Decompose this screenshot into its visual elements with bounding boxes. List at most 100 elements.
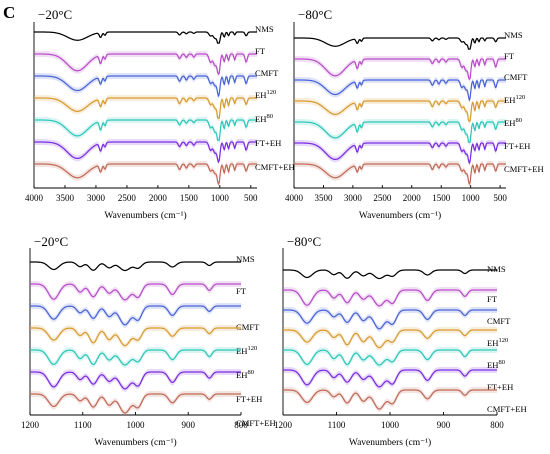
series-label: EH80 [255,113,273,124]
chart-panel-3: −20°C 1200 1100 1000 900 800 Wavenumbers (cm⁻¹… [21,234,276,448]
x-tick-label: 800 [490,420,504,430]
series-label: CMFT [255,68,279,78]
chart-panel-1: −20°C 4000 3500 3000 2500 2000 1500 1000 500 Wave… [25,7,295,221]
series-error-band [30,391,241,417]
series-line-cmft [294,79,506,101]
series-error-band [34,95,257,122]
x-tick-label: 900 [182,420,196,430]
series-line-cmft-eh [294,163,506,185]
series-label: NMS [255,24,274,34]
series-line-nms [283,269,497,280]
series-error-band [34,139,257,166]
series-label: EH120 [504,94,525,105]
series-label: EH120 [236,345,257,356]
series-line-ft [294,58,506,80]
x-tick-label: 900 [437,420,451,430]
series-label: CMFT [504,72,528,82]
series-error-band [294,56,506,83]
series-label: EH80 [236,369,254,380]
series-label: FT [255,46,266,56]
series-error-band [34,73,257,100]
x-tick-label: 1200 [21,420,40,430]
series-label: CMFT+EH [504,164,544,174]
series-error-band [283,367,497,390]
series-line-eh80 [30,349,241,366]
series-label: FT+EH [236,394,262,404]
series-error-band [294,161,506,188]
series-line-ft [30,283,241,301]
x-tick-label: 3500 [314,193,333,203]
x-axis-label: Wavenumbers (cm⁻¹) [104,210,186,221]
x-tick-label: 2500 [118,193,137,203]
series-line-eh120 [294,100,506,122]
series-error-band [283,327,497,351]
x-tick-label: 500 [493,193,507,203]
series-label: CMFT+EH [236,418,276,428]
x-tick-label: 1100 [328,420,346,430]
series-label: CMFT [236,322,260,332]
series-line-nms [34,31,257,44]
series-line-eh120 [34,97,257,119]
series-label: EH120 [487,337,508,348]
series-line-ft [283,289,497,307]
chart-panel-4: −80°C 1200 1100 1000 900 800 Wavenumbers (cm⁻¹… [274,234,527,448]
x-tick-label: 1500 [180,193,199,203]
series-label: NMS [236,254,255,264]
series-error-band [34,51,257,78]
series-error-band [294,119,506,146]
series-label: FT [236,286,247,296]
chart-title: −80°C [298,7,332,22]
series-line-cmft-eh [34,163,257,185]
x-tick-label: 1200 [274,420,293,430]
x-tick-label: 4000 [285,193,304,203]
x-tick-label: 4000 [25,193,44,203]
x-tick-label: 3500 [56,193,75,203]
series-line-eh80 [294,121,506,143]
x-tick-label: 2000 [149,193,168,203]
series-error-band [294,140,506,167]
series-line-eh120 [283,329,497,349]
series-error-band [30,369,241,392]
series-label: FT+EH [255,138,281,148]
x-tick-label: 1000 [127,420,146,430]
x-axis-label: Wavenumbers (cm⁻¹) [349,437,431,448]
x-tick-label: 1100 [74,420,92,430]
x-tick-label: 1000 [381,420,400,430]
x-tick-label: 1500 [432,193,451,203]
series-label: NMS [504,30,523,40]
x-axis-label: Wavenumbers (cm⁻¹) [94,437,176,448]
series-label: CMFT+EH [487,404,527,414]
series-line-eh80 [34,119,257,141]
series-label: FT+EH [487,382,513,392]
x-tick-label: 2000 [403,193,422,203]
series-line-cmft-eh [30,393,241,414]
x-tick-label: 2500 [373,193,392,203]
series-label: CMFT [487,316,511,326]
series-error-band [30,325,241,349]
series-label: EH80 [487,359,505,370]
series-line-cmft [283,309,497,330]
series-error-band [283,287,497,309]
series-label: FT+EH [504,141,530,151]
series-line-ft-eh [283,369,497,388]
chart-title: −20°C [34,234,68,249]
x-tick-label: 1000 [211,193,230,203]
series-error-band [30,347,241,369]
series-error-band [34,161,257,188]
x-tick-label: 3000 [344,193,363,203]
series-error-band [294,77,506,104]
series-line-ft [34,53,257,75]
series-line-ft-eh [34,141,257,163]
series-line-cmft [34,75,257,97]
series-error-band [30,281,241,303]
chart-panel-2: −80°C 4000 3500 3000 2500 2000 1500 1000 500 Wave… [285,7,544,221]
series-error-band [294,98,506,125]
chart-title: −80°C [287,234,321,249]
series-label: EH120 [255,89,276,100]
series-label: CMFT+EH [255,162,295,172]
series-error-band [283,387,497,413]
x-tick-label: 800 [234,420,248,430]
x-tick-label: 500 [244,193,258,203]
series-line-eh80 [283,349,497,366]
